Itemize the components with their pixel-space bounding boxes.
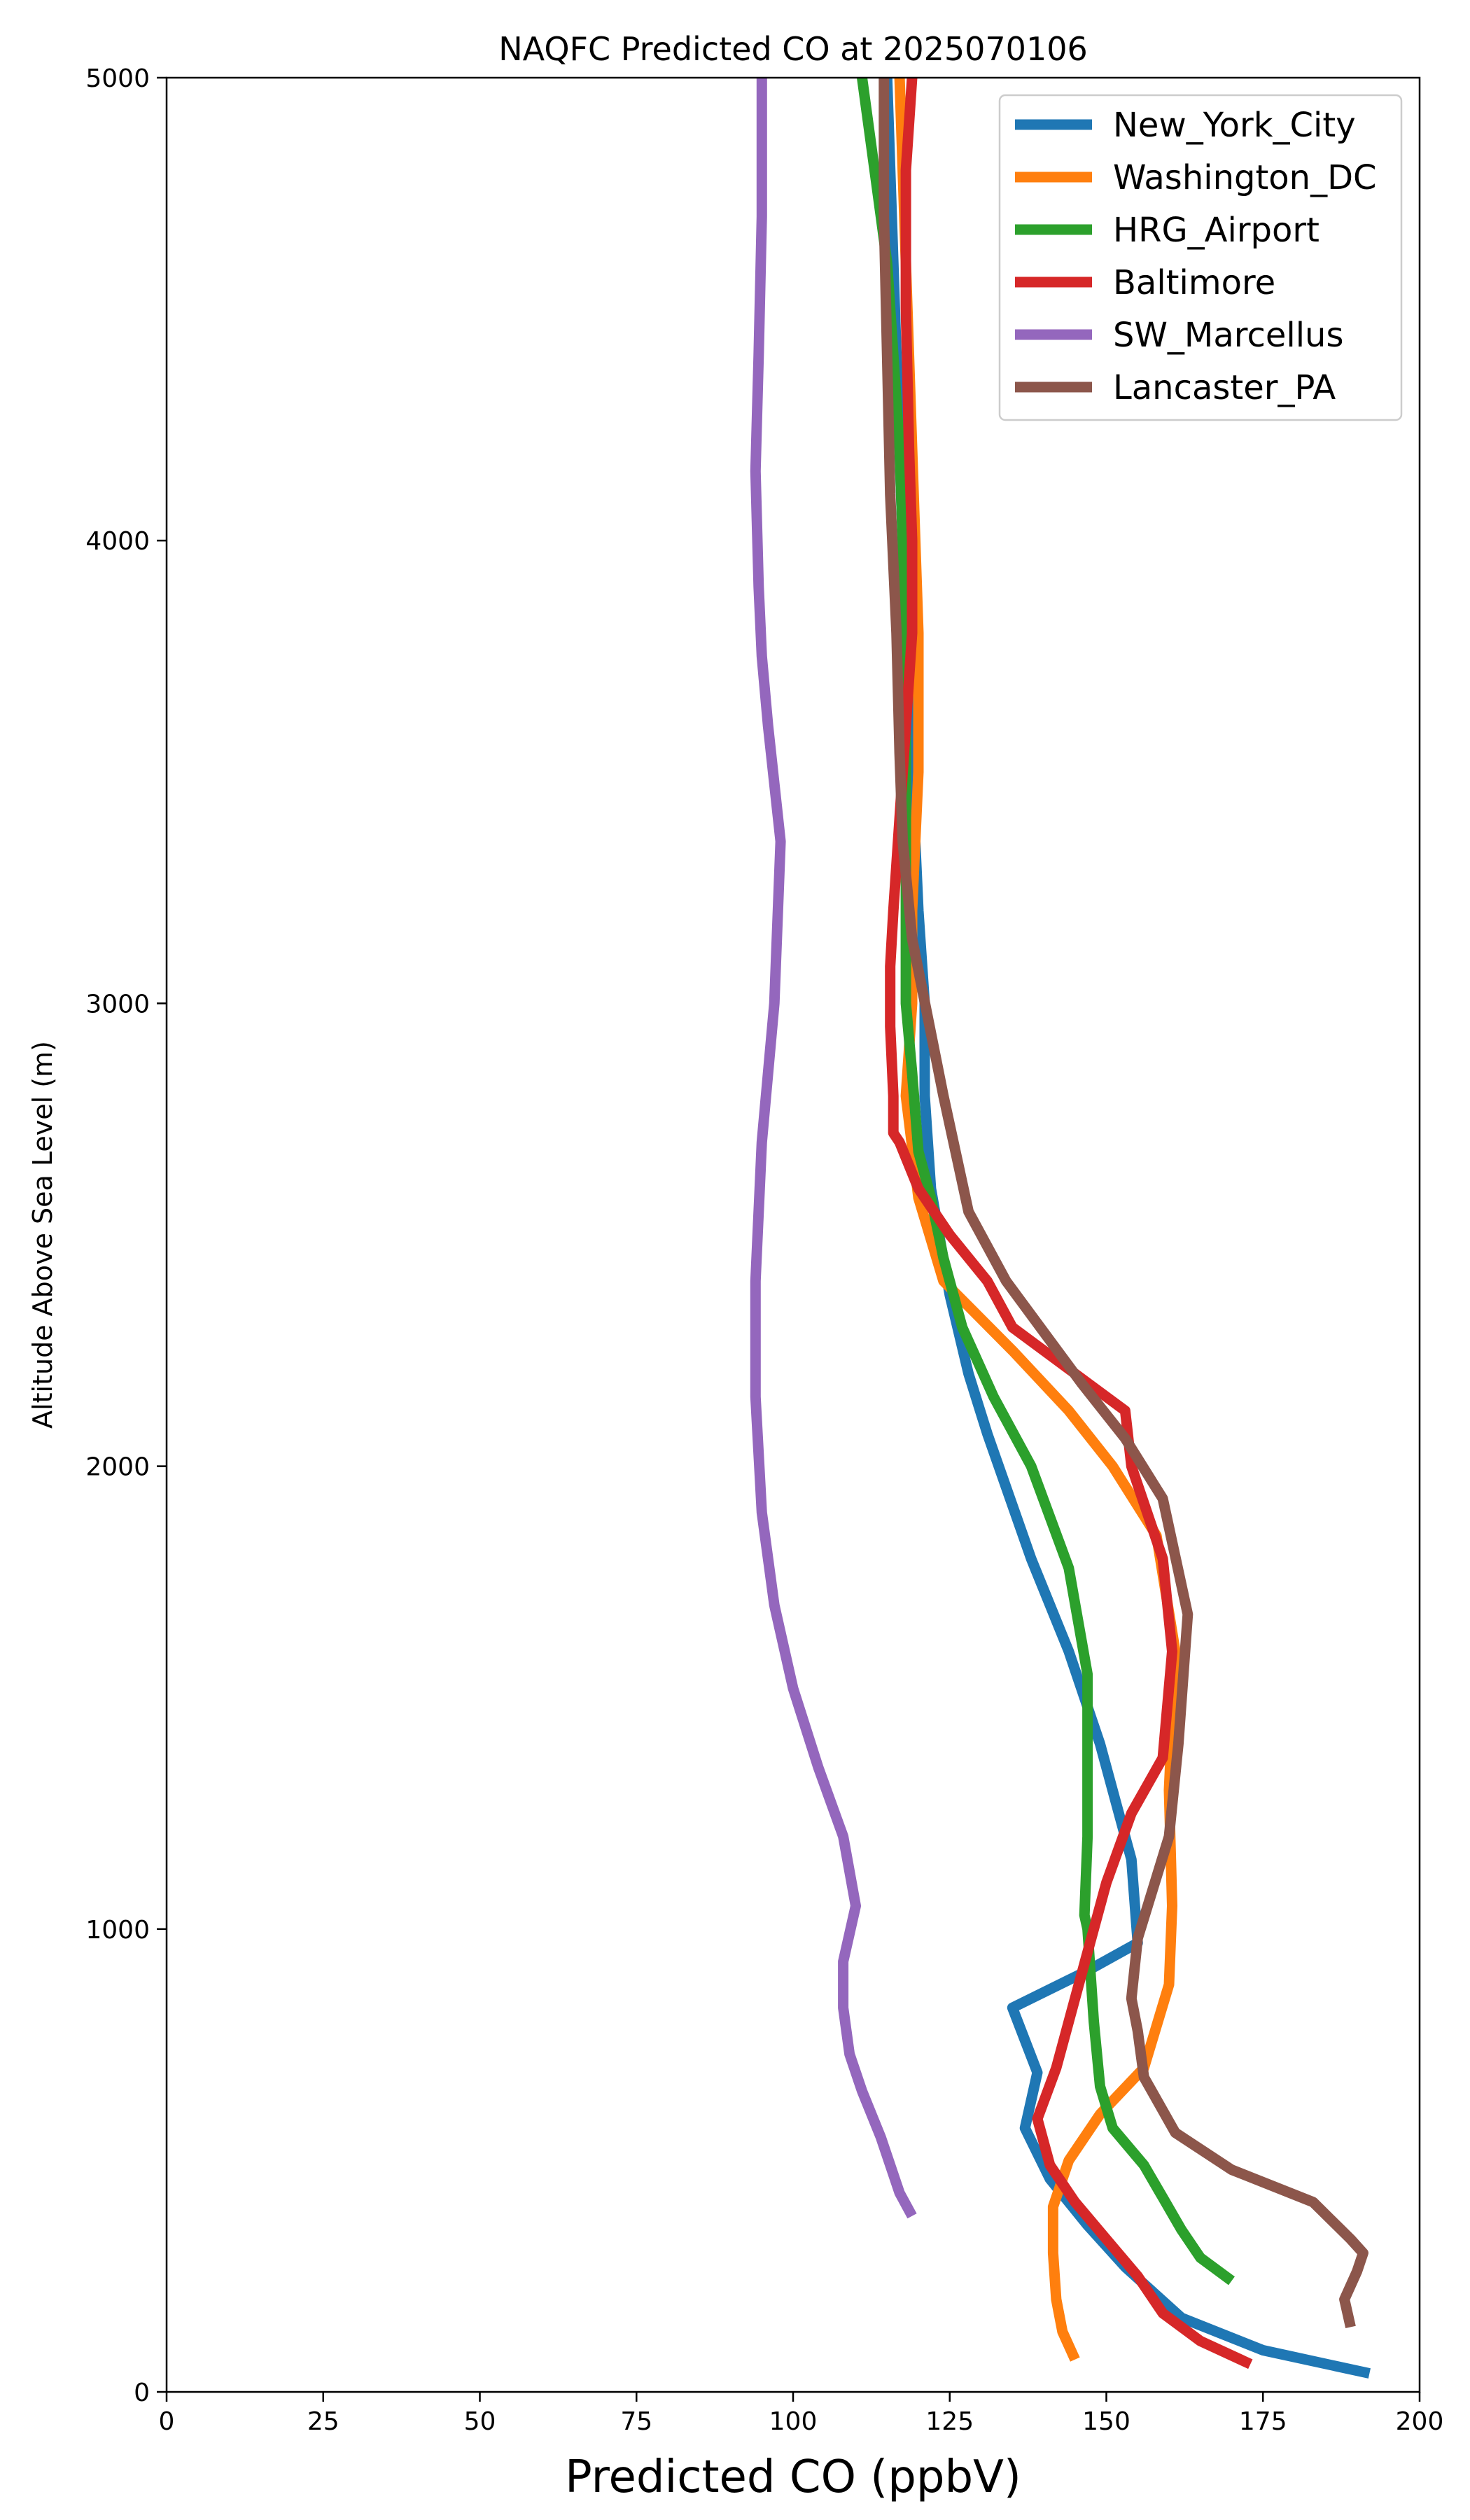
series-line-sw-marcellus bbox=[750, 78, 917, 2219]
legend-label-new-york-city: New_York_City bbox=[1113, 106, 1356, 145]
y-axis: 0 1000 2000 3000 4000 5000 bbox=[85, 64, 167, 2407]
legend-box bbox=[998, 94, 1403, 421]
x-tick-label: 175 bbox=[1239, 2407, 1287, 2436]
y-tick-label: 3000 bbox=[85, 990, 150, 1018]
x-tick-label: 150 bbox=[1082, 2407, 1130, 2436]
x-tick-label: 75 bbox=[620, 2407, 652, 2436]
legend-label-baltimore: Baltimore bbox=[1113, 263, 1275, 302]
series-line-lancaster-pa bbox=[878, 78, 1368, 2329]
x-tick-label: 50 bbox=[464, 2407, 496, 2436]
legend-label-hrg-airport: HRG_Airport bbox=[1113, 211, 1320, 250]
y-tick-label: 0 bbox=[134, 2379, 150, 2407]
series-line-washington-dc bbox=[894, 77, 1181, 2362]
x-tick-label: 125 bbox=[925, 2407, 974, 2436]
x-tick-label: 100 bbox=[769, 2407, 818, 2436]
legend-label-sw-marcellus: SW_Marcellus bbox=[1113, 316, 1343, 355]
y-axis-label: Altitude Above Sea Level (m) bbox=[27, 1041, 58, 1429]
y-tick-label: 4000 bbox=[85, 527, 150, 556]
legend-label-lancaster-pa: Lancaster_PA bbox=[1113, 368, 1336, 407]
x-tick-label: 25 bbox=[307, 2407, 340, 2436]
chart-title: NAQFC Predicted CO at 2025070106 bbox=[498, 30, 1088, 68]
y-tick-label: 5000 bbox=[85, 64, 150, 93]
series-line-new-york-city bbox=[881, 77, 1371, 2379]
x-tick-label: 200 bbox=[1396, 2407, 1444, 2436]
series-layer bbox=[750, 76, 1371, 2379]
x-tick-label: 0 bbox=[159, 2407, 175, 2436]
x-axis: 0 25 50 75 100 125 150 175 200 bbox=[159, 2392, 1444, 2436]
y-tick-label: 2000 bbox=[85, 1453, 150, 1482]
legend: New_York_City Washington_DC HRG_Airport Bal… bbox=[998, 94, 1403, 421]
plot-area-frame bbox=[165, 76, 1421, 2393]
y-tick-label: 1000 bbox=[85, 1916, 150, 1945]
legend-label-washington-dc: Washington_DC bbox=[1113, 158, 1377, 197]
x-axis-label: Predicted CO (ppbV) bbox=[565, 2451, 1021, 2503]
